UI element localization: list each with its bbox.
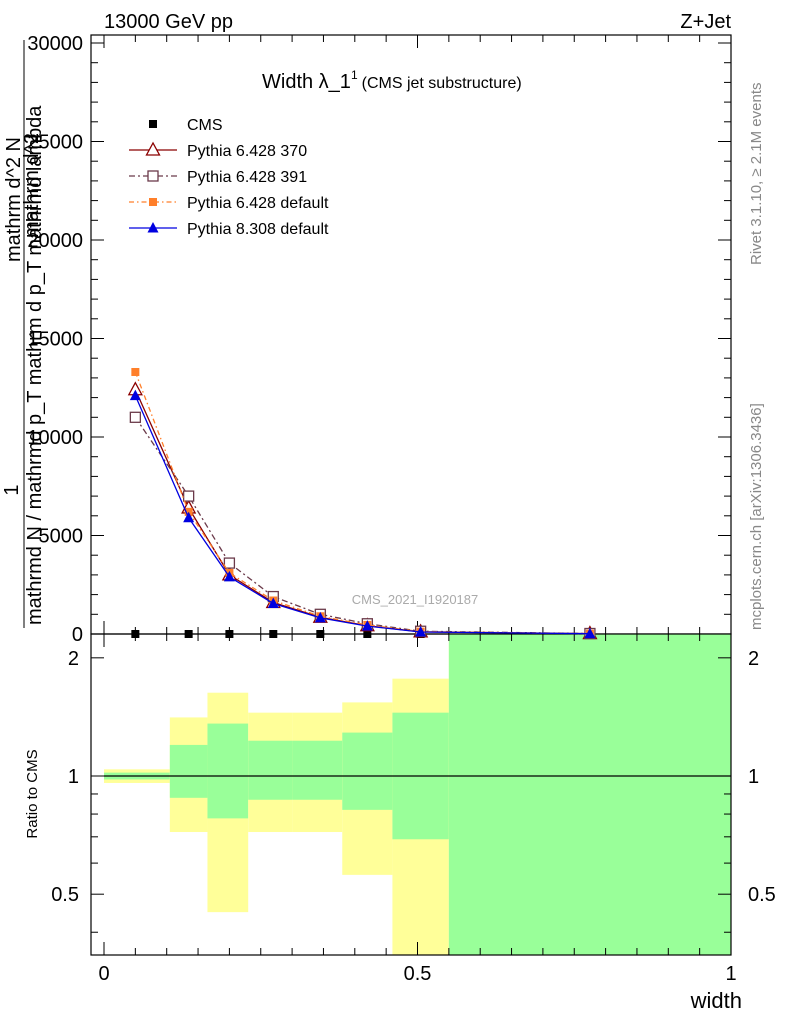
legend-entry-p6def: Pythia 6.428 default — [129, 195, 329, 212]
header-right-text: Z+Jet — [680, 11, 731, 33]
plot-title-sub: (CMS jet substructure) — [362, 75, 522, 92]
x-tick-label: 0.5 — [404, 963, 432, 985]
plot-title: Width λ_11 (CMS jet substructure) — [262, 68, 522, 93]
ratio-y-tick-label: 0.5 — [51, 884, 79, 906]
legend: CMS Pythia 6.428 370 Pythia 6.428 391 Pythi… — [129, 117, 329, 238]
data-point-p8def — [183, 511, 195, 523]
data-point-p6def — [131, 367, 140, 376]
legend-marker — [147, 222, 159, 233]
ratio-plot-frame — [90, 633, 732, 956]
y-tick-label: 30000 — [27, 33, 83, 55]
plot-title-main: Width λ_1 — [262, 71, 351, 93]
ratio-inner-band — [292, 740, 343, 800]
ratio-inner-band — [207, 723, 249, 819]
main-y-axis: 0 5000 10000 15000 20000 25000 30000 — [27, 33, 731, 646]
legend-label: Pythia 8.308 default — [187, 221, 329, 238]
y-label-numerator: 1 — [1, 484, 23, 495]
ratio-y-tick-label-right: 2 — [748, 648, 759, 670]
data-point-p8def — [361, 620, 373, 631]
ratio-inner-band — [248, 740, 293, 800]
data-point-p8def — [129, 389, 141, 401]
y-tick-label: 20000 — [27, 230, 83, 252]
ratio-inner-band — [448, 634, 731, 955]
y-tick-label: 15000 — [27, 329, 83, 351]
data-point-cms — [225, 630, 234, 638]
ratio-y-tick-label-right: 1 — [748, 766, 759, 788]
legend-label: Pythia 6.428 default — [187, 195, 329, 212]
data-point-p8def — [415, 626, 427, 637]
ratio-y-axis: 0.5 0.5 1 1 2 2 — [51, 648, 776, 933]
y-label-denominator: mathrmd N / mathrmd p_T mathrm d p_T mat… — [24, 105, 46, 625]
x-tick-label: 1 — [725, 963, 736, 985]
y-label-d2n: mathrm d^2 N — [3, 137, 25, 262]
ratio-y-tick-label: 2 — [68, 648, 79, 670]
legend-marker — [147, 170, 159, 182]
y-tick-label: 5000 — [39, 526, 84, 548]
legend-marker — [149, 120, 157, 128]
legend-label: Pythia 6.428 370 — [187, 143, 307, 160]
plot-title-sup: 1 — [351, 68, 358, 82]
data-point-cms — [131, 630, 140, 638]
y-label-d2: mathrm d^2 — [21, 133, 43, 238]
series-line-p391 — [134, 416, 590, 635]
data-point-p8def — [314, 611, 326, 623]
data-point-cms — [184, 630, 193, 638]
x-axis-label: width — [690, 988, 742, 1013]
ratio-y-tick-label: 1 — [68, 766, 79, 788]
ratio-error-bands — [104, 634, 731, 955]
data-point-p391 — [182, 490, 195, 502]
series-p8def — [129, 389, 596, 639]
data-point-p391 — [223, 557, 236, 569]
mcplots-label: mcplots.cern.ch [arXiv:1306.3436] — [748, 403, 765, 630]
y-tick-label: 25000 — [27, 132, 83, 154]
header-left-text: 13000 GeV pp — [104, 11, 233, 33]
legend-marker — [149, 198, 157, 206]
legend-label: Pythia 6.428 391 — [187, 169, 307, 186]
legend-label: CMS — [187, 117, 223, 134]
legend-marker — [145, 141, 161, 156]
data-point-cms — [269, 630, 278, 638]
data-point-p8def — [223, 570, 235, 582]
legend-entry-p391: Pythia 6.428 391 — [129, 169, 307, 186]
data-point-p8def — [584, 627, 596, 639]
rivet-version-label: Rivet 3.1.10, ≥ 2.1M events — [748, 83, 765, 266]
data-point-cms — [316, 630, 325, 638]
data-point-p8def — [267, 597, 279, 608]
legend-entry-p8def: Pythia 8.308 default — [129, 221, 329, 238]
data-point-p391 — [129, 411, 142, 423]
data-point-cms — [363, 630, 372, 638]
y-tick-label: 0 — [72, 624, 83, 646]
ratio-inner-band — [342, 732, 393, 810]
series-layer — [127, 367, 598, 640]
series-line-p8def — [134, 395, 590, 635]
ratio-inner-band — [169, 744, 208, 798]
main-y-label: 1 mathrmd N / mathrmd p_T mathrm d p_T m… — [1, 40, 46, 628]
x-tick-label: 0 — [98, 963, 109, 985]
x-axis: 0 0.5 1 — [98, 35, 737, 985]
ratio-y-tick-label-right: 0.5 — [748, 884, 776, 906]
legend-entry-p370: Pythia 6.428 370 — [129, 141, 307, 160]
ratio-y-label: Ratio to CMS — [24, 749, 41, 838]
legend-entry-cms: CMS — [149, 117, 223, 134]
analysis-watermark: CMS_2021_I1920187 — [352, 592, 479, 607]
y-tick-label: 10000 — [27, 427, 83, 449]
